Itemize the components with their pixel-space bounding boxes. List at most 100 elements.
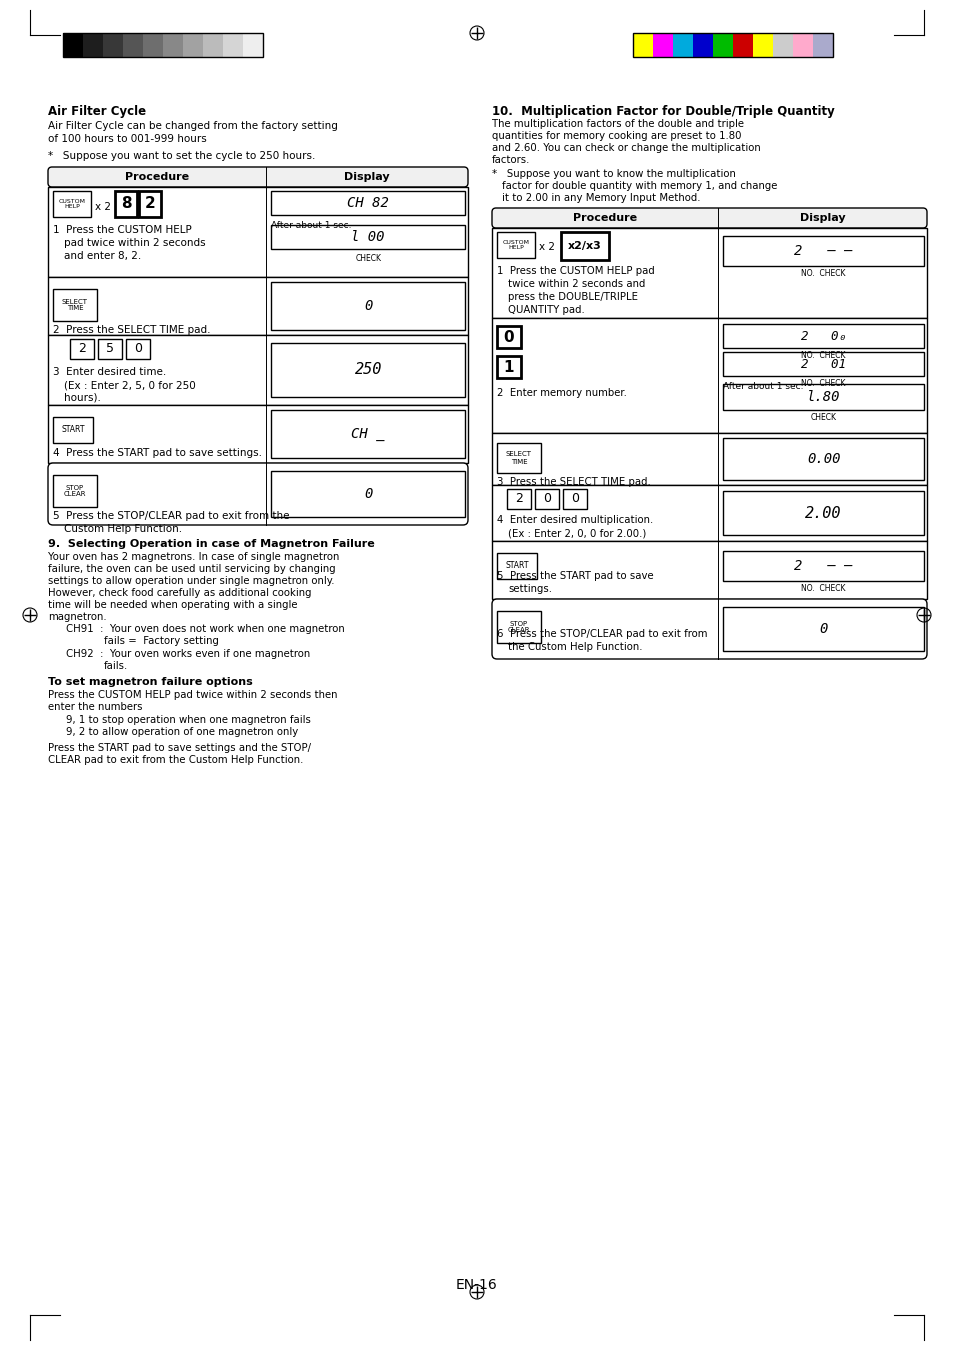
Bar bbox=[497, 612, 540, 643]
Text: 2: 2 bbox=[78, 343, 86, 355]
Bar bbox=[143, 32, 163, 57]
Text: CHECK: CHECK bbox=[355, 254, 381, 263]
Text: Display: Display bbox=[799, 213, 844, 223]
Text: Procedure: Procedure bbox=[125, 171, 189, 182]
Bar bbox=[812, 32, 832, 57]
Text: 9, 1 to stop operation when one magnetron fails: 9, 1 to stop operation when one magnetro… bbox=[66, 716, 311, 725]
Bar bbox=[53, 417, 92, 443]
Bar bbox=[492, 228, 926, 319]
Bar bbox=[203, 32, 223, 57]
Bar bbox=[115, 190, 137, 217]
Bar bbox=[506, 489, 531, 509]
Bar bbox=[53, 289, 97, 321]
Text: NO.  CHECK: NO. CHECK bbox=[801, 585, 845, 593]
Text: 2   0₀: 2 0₀ bbox=[801, 329, 845, 343]
Bar bbox=[722, 352, 923, 377]
Bar bbox=[223, 32, 243, 57]
Text: CHECK: CHECK bbox=[810, 413, 836, 423]
Bar bbox=[271, 410, 464, 458]
Text: Your oven has 2 magnetrons. In case of single magnetron: Your oven has 2 magnetrons. In case of s… bbox=[48, 552, 339, 562]
Text: 4  Enter desired multiplication.: 4 Enter desired multiplication. bbox=[497, 514, 653, 525]
Text: NO.  CHECK: NO. CHECK bbox=[801, 379, 845, 387]
Text: press the DOUBLE/TRIPLE: press the DOUBLE/TRIPLE bbox=[507, 292, 638, 302]
Text: 2   ‒ ‒: 2 ‒ ‒ bbox=[794, 244, 852, 258]
Text: After about 1 sec.: After about 1 sec. bbox=[271, 221, 352, 230]
FancyBboxPatch shape bbox=[48, 463, 468, 525]
Text: 8: 8 bbox=[121, 197, 132, 212]
Text: x 2: x 2 bbox=[538, 242, 555, 252]
Text: 2  Press the SELECT TIME pad.: 2 Press the SELECT TIME pad. bbox=[53, 325, 211, 335]
Text: Air Filter Cycle can be changed from the factory setting: Air Filter Cycle can be changed from the… bbox=[48, 122, 337, 131]
Text: failure, the oven can be used until servicing by changing: failure, the oven can be used until serv… bbox=[48, 564, 335, 574]
Text: CLEAR pad to exit from the Custom Help Function.: CLEAR pad to exit from the Custom Help F… bbox=[48, 755, 303, 765]
Text: 250: 250 bbox=[355, 363, 381, 378]
Text: Press the CUSTOM HELP pad twice within 2 seconds then: Press the CUSTOM HELP pad twice within 2… bbox=[48, 690, 337, 701]
Text: 0: 0 bbox=[542, 493, 551, 505]
Text: 5  Press the START pad to save: 5 Press the START pad to save bbox=[497, 571, 653, 580]
Bar bbox=[63, 32, 263, 57]
Bar bbox=[48, 405, 468, 463]
Bar bbox=[53, 475, 97, 508]
Text: (Ex : Enter 2, 0, 0 for 2.00.): (Ex : Enter 2, 0, 0 for 2.00.) bbox=[507, 528, 646, 539]
Bar bbox=[492, 319, 926, 433]
Bar bbox=[652, 32, 672, 57]
Text: time will be needed when operating with a single: time will be needed when operating with … bbox=[48, 599, 297, 610]
Text: EN-16: EN-16 bbox=[456, 1278, 497, 1292]
Text: factors.: factors. bbox=[492, 155, 530, 165]
Text: Custom Help Function.: Custom Help Function. bbox=[64, 524, 182, 535]
FancyBboxPatch shape bbox=[492, 208, 926, 228]
Text: *   Suppose you want to know the multiplication: * Suppose you want to know the multiplic… bbox=[492, 169, 735, 180]
Text: STOP
CLEAR: STOP CLEAR bbox=[507, 621, 530, 633]
Bar bbox=[722, 491, 923, 535]
Bar bbox=[83, 32, 103, 57]
Bar bbox=[183, 32, 203, 57]
Text: hours).: hours). bbox=[64, 393, 101, 404]
Bar bbox=[792, 32, 812, 57]
Text: l.80: l.80 bbox=[806, 390, 840, 404]
Text: CH 82: CH 82 bbox=[347, 196, 389, 211]
Text: 0: 0 bbox=[819, 622, 827, 636]
Bar bbox=[243, 32, 263, 57]
Bar bbox=[63, 32, 83, 57]
Bar bbox=[271, 471, 464, 517]
Bar bbox=[70, 339, 94, 359]
Text: STOP
CLEAR: STOP CLEAR bbox=[64, 485, 86, 498]
Text: pad twice within 2 seconds: pad twice within 2 seconds bbox=[64, 238, 206, 248]
Text: the Custom Help Function.: the Custom Help Function. bbox=[507, 643, 641, 652]
Text: magnetron.: magnetron. bbox=[48, 612, 107, 622]
Bar bbox=[722, 324, 923, 348]
Text: 2: 2 bbox=[145, 197, 155, 212]
Text: 0: 0 bbox=[503, 329, 514, 344]
Bar bbox=[48, 277, 468, 335]
Bar bbox=[139, 190, 161, 217]
Bar bbox=[48, 188, 468, 277]
Bar bbox=[535, 489, 558, 509]
Bar bbox=[562, 489, 586, 509]
Bar bbox=[48, 335, 468, 405]
Text: *   Suppose you want to set the cycle to 250 hours.: * Suppose you want to set the cycle to 2… bbox=[48, 151, 315, 161]
Text: of 100 hours to 001-999 hours: of 100 hours to 001-999 hours bbox=[48, 134, 207, 144]
Text: CH92  :  Your oven works even if one magnetron: CH92 : Your oven works even if one magne… bbox=[66, 649, 310, 659]
Bar bbox=[712, 32, 732, 57]
Text: However, check food carefully as additional cooking: However, check food carefully as additio… bbox=[48, 589, 312, 598]
Text: 6  Press the STOP/CLEAR pad to exit from: 6 Press the STOP/CLEAR pad to exit from bbox=[497, 629, 707, 639]
Text: QUANTITY pad.: QUANTITY pad. bbox=[507, 305, 584, 315]
Text: 3  Press the SELECT TIME pad.: 3 Press the SELECT TIME pad. bbox=[497, 477, 650, 487]
Text: x 2: x 2 bbox=[95, 202, 111, 212]
Text: 10.  Multiplication Factor for Double/Triple Quantity: 10. Multiplication Factor for Double/Tri… bbox=[492, 105, 834, 117]
Bar bbox=[492, 485, 926, 541]
Text: 5  Press the STOP/CLEAR pad to exit from the: 5 Press the STOP/CLEAR pad to exit from … bbox=[53, 512, 289, 521]
Text: 9, 2 to allow operation of one magnetron only: 9, 2 to allow operation of one magnetron… bbox=[66, 728, 298, 737]
Text: factor for double quantity with memory 1, and change: factor for double quantity with memory 1… bbox=[501, 181, 777, 190]
Bar bbox=[497, 232, 535, 258]
Text: 2: 2 bbox=[515, 493, 522, 505]
Text: Display: Display bbox=[344, 171, 390, 182]
Bar bbox=[633, 32, 832, 57]
Text: it to 2.00 in any Memory Input Method.: it to 2.00 in any Memory Input Method. bbox=[501, 193, 700, 202]
Text: settings.: settings. bbox=[507, 585, 552, 594]
Text: 2   ‒ ‒: 2 ‒ ‒ bbox=[794, 559, 852, 572]
Bar bbox=[633, 32, 652, 57]
Text: Press the START pad to save settings and the STOP/: Press the START pad to save settings and… bbox=[48, 743, 311, 753]
Text: 2   01: 2 01 bbox=[801, 358, 845, 370]
Text: Procedure: Procedure bbox=[573, 213, 637, 223]
